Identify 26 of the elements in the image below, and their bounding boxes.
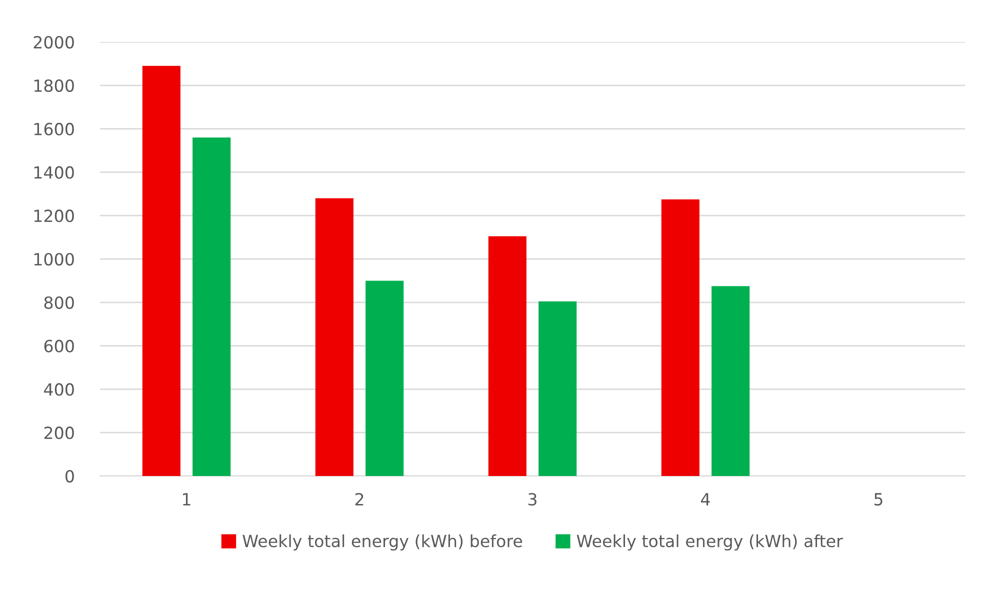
legend-label: Weekly total energy (kWh) before [242, 534, 522, 551]
y-tick-label: 200 [44, 426, 74, 440]
y-tick-label: 2000 [34, 36, 74, 49]
y-tick-label: 1400 [34, 166, 74, 179]
bar [366, 280, 404, 476]
y-tick-label: 1000 [34, 252, 74, 266]
y-tick-label: 0 [65, 470, 74, 483]
x-tick-label: 1 [183, 493, 190, 506]
bar [661, 199, 700, 476]
y-tick-label: 800 [44, 296, 74, 309]
bar [192, 137, 231, 476]
y-tick-label: 1200 [34, 210, 74, 222]
x-tick-label: 4 [701, 493, 710, 506]
x-tick-label: 5 [874, 493, 882, 506]
y-tick-label: 600 [44, 340, 74, 352]
bar [315, 198, 354, 476]
bar [712, 286, 750, 476]
bar [142, 66, 180, 476]
y-tick-label: 1600 [34, 122, 74, 136]
y-tick-label: 400 [44, 383, 74, 396]
bar [538, 301, 577, 476]
legend-label: Weekly total energy (kWh) after [576, 534, 843, 551]
x-tick-label: 3 [528, 492, 536, 506]
bar [488, 236, 526, 476]
y-tick-label: 1800 [34, 79, 74, 92]
x-tick-label: 2 [355, 492, 364, 506]
